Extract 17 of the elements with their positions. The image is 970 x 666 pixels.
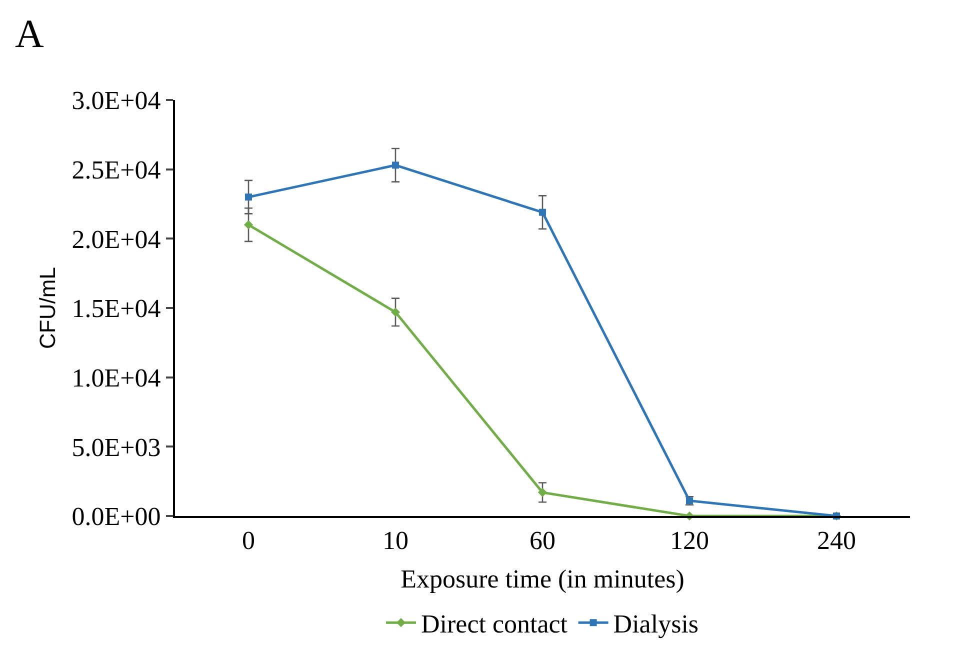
y-tick-label: 5.0E+03 — [72, 432, 161, 462]
x-tick-label: 120 — [670, 526, 709, 556]
x-tick-label: 0 — [242, 526, 255, 556]
legend-label: Direct contact — [421, 610, 568, 639]
x-axis-title: Exposure time (in minutes) — [400, 564, 684, 594]
y-tick-label: 2.0E+04 — [72, 224, 161, 254]
text: A — [15, 11, 44, 56]
y-tick-label: 1.0E+04 — [72, 363, 161, 392]
y-tick-label: 3.0E+04 — [72, 86, 161, 116]
legend-label: Dialysis — [613, 610, 699, 639]
x-tick-label: 240 — [817, 526, 856, 556]
x-tick-label: 10 — [382, 526, 408, 556]
x-tick-label: 60 — [530, 526, 556, 556]
y-tick-label: 2.5E+04 — [72, 155, 161, 184]
y-tick-label: 1.5E+04 — [72, 294, 161, 324]
y-axis-title: CFU/mL — [35, 267, 60, 349]
y-tick-label: 0.0E+00 — [72, 502, 161, 532]
